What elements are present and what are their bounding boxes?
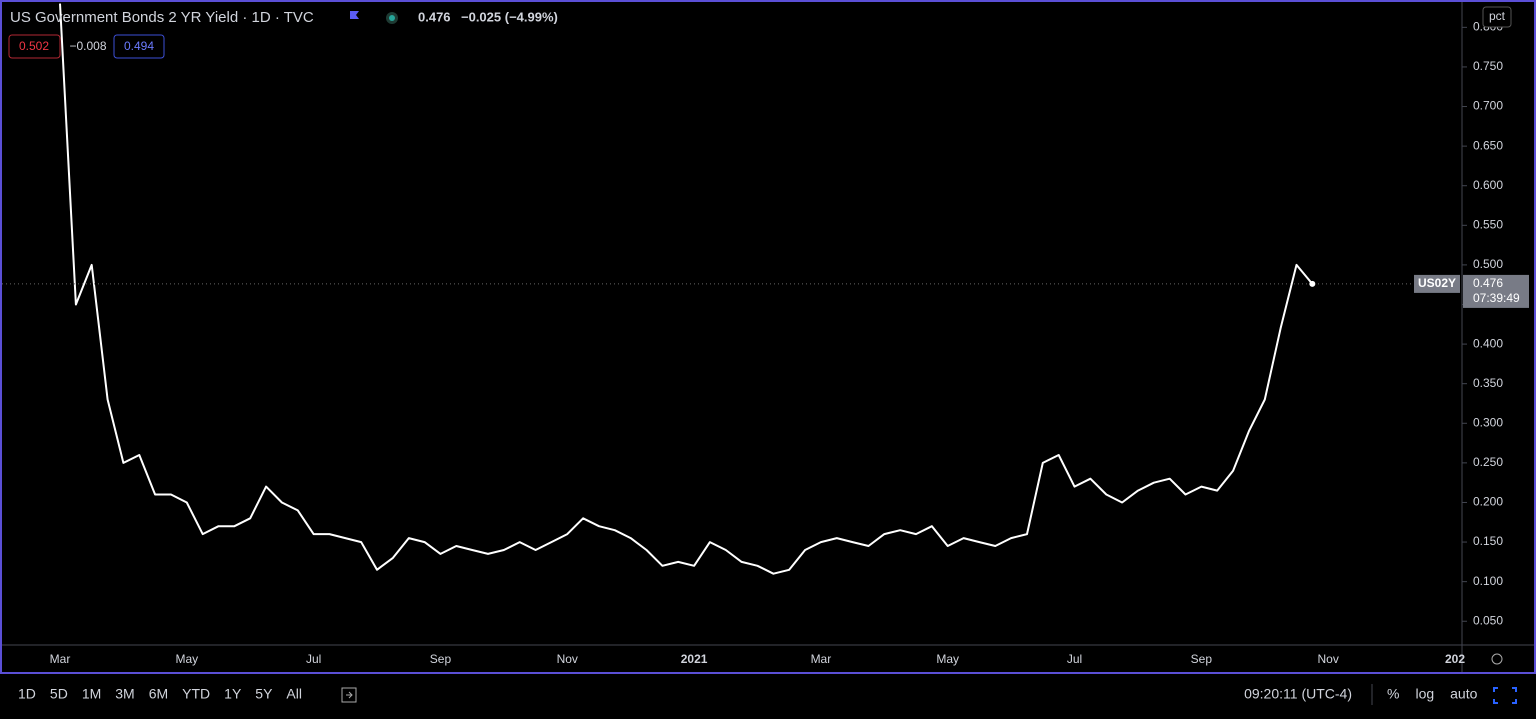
fullscreen-icon[interactable]	[1493, 687, 1517, 704]
symbol-tag	[1414, 274, 1460, 293]
spread: −0.008	[69, 39, 106, 53]
y-tick-label: 0.100	[1473, 574, 1503, 588]
ask: 0.494	[124, 39, 154, 53]
price-tag	[1463, 274, 1529, 308]
x-tick-label: May	[175, 652, 198, 666]
y-tick-label: 0.600	[1473, 178, 1503, 192]
price-tag-value: 0.476	[1473, 276, 1503, 290]
range-icon[interactable]	[341, 687, 357, 703]
last-point	[1309, 280, 1316, 287]
y-tick-label: 0.150	[1473, 534, 1503, 548]
range-button[interactable]: 1M	[82, 686, 101, 702]
symbol-title: US Government Bonds 2 YR Yield · 1D · TV…	[10, 9, 314, 26]
flag-icon	[350, 11, 359, 19]
y-tick-label: 0.500	[1473, 257, 1503, 271]
range-button[interactable]: YTD	[182, 686, 210, 702]
toolbar: 1D 5D 1M 3M 6M YTD 1Y 5Y All 09:20:11 (UTC-4)% log…	[0, 674, 1536, 714]
status-dot	[389, 15, 395, 21]
bid: 0.502	[19, 39, 49, 53]
price-line	[59, 3, 1314, 575]
unit: pct	[1489, 9, 1506, 23]
x-tick-label: Sep	[1191, 652, 1213, 666]
x-tick-label: Nov	[1318, 652, 1339, 666]
range-button[interactable]: 5Y	[255, 686, 273, 702]
y-tick-label: 0.750	[1473, 59, 1503, 73]
y-tick-label: 0.300	[1473, 415, 1503, 429]
range-button[interactable]: 1Y	[224, 686, 242, 702]
x-tick-label: 2021	[681, 652, 708, 666]
symbol-tag-label: US02Y	[1418, 276, 1456, 290]
y-tick-label: 0.250	[1473, 455, 1503, 469]
toolbar-bg	[0, 674, 1536, 714]
y-tick-label: 0.400	[1473, 336, 1503, 350]
x-tick-label: Jul	[1067, 652, 1082, 666]
y-tick-label: 0.050	[1473, 613, 1503, 627]
frame	[0, 0, 1536, 674]
range-button[interactable]: 1D	[18, 686, 36, 702]
x-tick-label: Jul	[306, 652, 321, 666]
scale-option[interactable]: log	[1415, 686, 1434, 702]
y-tick-label: 0.200	[1473, 495, 1503, 509]
y-tick-label: 0.550	[1473, 217, 1503, 231]
range-button[interactable]: All	[286, 686, 302, 702]
plot	[2, 3, 1462, 575]
x-tick-label: Nov	[557, 652, 578, 666]
y-tick-label: 0.650	[1473, 138, 1503, 152]
axes: 0.050 0.100 0.150 0.200 0.250 0.300 0.350 0.400…	[50, 20, 1529, 666]
x-tick-label: Sep	[430, 652, 452, 666]
x-tick-label: May	[936, 652, 959, 666]
y-tick-label: 0.700	[1473, 99, 1503, 113]
unit-box[interactable]	[1482, 6, 1512, 28]
change: −0.025 (−4.99%)	[461, 9, 558, 24]
x-tick-label: Mar	[811, 652, 832, 666]
ask-box[interactable]	[113, 34, 165, 59]
y-tick-label: 0.350	[1473, 376, 1503, 390]
price-scale	[1462, 1, 1535, 645]
countdown: 07:39:49	[1473, 291, 1520, 305]
x-tick-label: Mar	[50, 652, 71, 666]
bid-box[interactable]	[8, 34, 61, 59]
clock: 09:20:11 (UTC-4)	[1244, 686, 1352, 702]
scale-option[interactable]: %	[1387, 686, 1399, 702]
x-tick-label: 202	[1445, 652, 1465, 666]
range-button[interactable]: 3M	[115, 686, 134, 702]
settings-icon[interactable]	[1491, 653, 1503, 665]
range-button[interactable]: 6M	[149, 686, 168, 702]
scale-option[interactable]: auto	[1450, 686, 1477, 702]
range-button[interactable]: 5D	[50, 686, 68, 702]
last-value: 0.476	[418, 9, 451, 24]
